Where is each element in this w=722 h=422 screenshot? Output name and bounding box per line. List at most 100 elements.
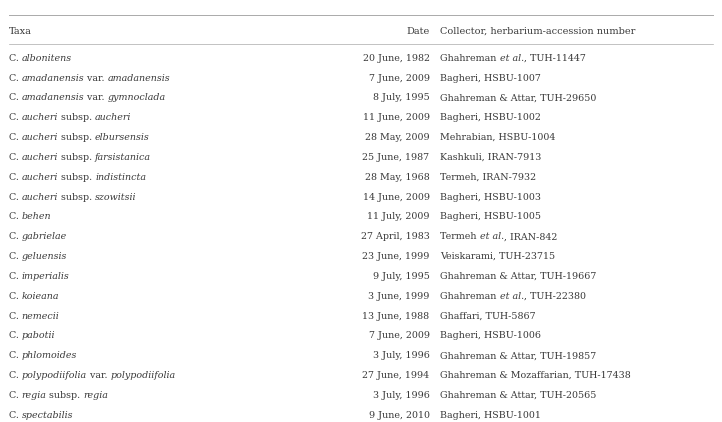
- Text: C.: C.: [9, 133, 22, 142]
- Text: Ghahreman & Attar, TUH-20565: Ghahreman & Attar, TUH-20565: [440, 391, 597, 400]
- Text: elbursensis: elbursensis: [95, 133, 149, 142]
- Text: amadanensis: amadanensis: [22, 93, 84, 103]
- Text: C.: C.: [9, 391, 22, 400]
- Text: aucheri: aucheri: [22, 192, 58, 202]
- Text: Bagheri, HSBU-1006: Bagheri, HSBU-1006: [440, 331, 542, 341]
- Text: 11 July, 2009: 11 July, 2009: [367, 212, 430, 222]
- Text: Kashkuli, IRAN-7913: Kashkuli, IRAN-7913: [440, 153, 542, 162]
- Text: 14 June, 2009: 14 June, 2009: [362, 192, 430, 202]
- Text: Termeh: Termeh: [440, 232, 480, 241]
- Text: Bagheri, HSBU-1002: Bagheri, HSBU-1002: [440, 113, 542, 122]
- Text: subsp.: subsp.: [58, 113, 95, 122]
- Text: Ghaffari, TUH-5867: Ghaffari, TUH-5867: [440, 311, 536, 321]
- Text: aucheri: aucheri: [95, 113, 131, 122]
- Text: aucheri: aucheri: [22, 153, 58, 162]
- Text: C.: C.: [9, 371, 22, 380]
- Text: C.: C.: [9, 331, 22, 341]
- Text: Ghahreman & Attar, TUH-19667: Ghahreman & Attar, TUH-19667: [440, 272, 597, 281]
- Text: 7 June, 2009: 7 June, 2009: [369, 331, 430, 341]
- Text: pabotii: pabotii: [22, 331, 55, 341]
- Text: aucheri: aucheri: [22, 113, 58, 122]
- Text: C.: C.: [9, 173, 22, 182]
- Text: subsp.: subsp.: [58, 133, 95, 142]
- Text: szowitsii: szowitsii: [95, 192, 136, 202]
- Text: 3 July, 1996: 3 July, 1996: [373, 391, 430, 400]
- Text: polypodiifolia: polypodiifolia: [110, 371, 175, 380]
- Text: Termeh, IRAN-7932: Termeh, IRAN-7932: [440, 173, 536, 182]
- Text: 27 June, 1994: 27 June, 1994: [362, 371, 430, 380]
- Text: 23 June, 1999: 23 June, 1999: [362, 252, 430, 261]
- Text: albonitens: albonitens: [22, 54, 71, 63]
- Text: C.: C.: [9, 93, 22, 103]
- Text: 13 June, 1988: 13 June, 1988: [362, 311, 430, 321]
- Text: Date: Date: [406, 27, 430, 36]
- Text: , TUH-11447: , TUH-11447: [524, 54, 586, 63]
- Text: et al.: et al.: [500, 54, 524, 63]
- Text: 9 June, 2010: 9 June, 2010: [369, 411, 430, 420]
- Text: Taxa: Taxa: [9, 27, 32, 36]
- Text: nemecii: nemecii: [22, 311, 59, 321]
- Text: , TUH-22380: , TUH-22380: [524, 292, 586, 301]
- Text: Bagheri, HSBU-1001: Bagheri, HSBU-1001: [440, 411, 542, 420]
- Text: C.: C.: [9, 153, 22, 162]
- Text: Veiskarami, TUH-23715: Veiskarami, TUH-23715: [440, 252, 555, 261]
- Text: , IRAN-842: , IRAN-842: [504, 232, 557, 241]
- Text: var.: var.: [84, 73, 108, 83]
- Text: Ghahreman & Attar, TUH-29650: Ghahreman & Attar, TUH-29650: [440, 93, 597, 103]
- Text: Bagheri, HSBU-1007: Bagheri, HSBU-1007: [440, 73, 542, 83]
- Text: Ghahreman & Mozaffarian, TUH-17438: Ghahreman & Mozaffarian, TUH-17438: [440, 371, 631, 380]
- Text: 8 July, 1995: 8 July, 1995: [373, 93, 430, 103]
- Text: Ghahreman: Ghahreman: [440, 292, 500, 301]
- Text: subsp.: subsp.: [46, 391, 84, 400]
- Text: aucheri: aucheri: [22, 173, 58, 182]
- Text: subsp.: subsp.: [58, 153, 95, 162]
- Text: C.: C.: [9, 73, 22, 83]
- Text: indistincta: indistincta: [95, 173, 146, 182]
- Text: Mehrabian, HSBU-1004: Mehrabian, HSBU-1004: [440, 133, 556, 142]
- Text: C.: C.: [9, 113, 22, 122]
- Text: C.: C.: [9, 232, 22, 241]
- Text: subsp.: subsp.: [58, 173, 95, 182]
- Text: koieana: koieana: [22, 292, 59, 301]
- Text: et al.: et al.: [480, 232, 504, 241]
- Text: farsistanica: farsistanica: [95, 153, 151, 162]
- Text: 27 April, 1983: 27 April, 1983: [361, 232, 430, 241]
- Text: spectabilis: spectabilis: [22, 411, 73, 420]
- Text: regia: regia: [22, 391, 46, 400]
- Text: gymnoclada: gymnoclada: [108, 93, 166, 103]
- Text: behen: behen: [22, 212, 51, 222]
- Text: C.: C.: [9, 252, 22, 261]
- Text: 25 June, 1987: 25 June, 1987: [362, 153, 430, 162]
- Text: aucheri: aucheri: [22, 133, 58, 142]
- Text: et al.: et al.: [500, 292, 524, 301]
- Text: var.: var.: [84, 93, 108, 103]
- Text: subsp.: subsp.: [58, 192, 95, 202]
- Text: C.: C.: [9, 54, 22, 63]
- Text: C.: C.: [9, 311, 22, 321]
- Text: C.: C.: [9, 292, 22, 301]
- Text: gabrielae: gabrielae: [22, 232, 67, 241]
- Text: 3 June, 1999: 3 June, 1999: [368, 292, 430, 301]
- Text: Bagheri, HSBU-1003: Bagheri, HSBU-1003: [440, 192, 542, 202]
- Text: amadanensis: amadanensis: [108, 73, 170, 83]
- Text: imperialis: imperialis: [22, 272, 69, 281]
- Text: 20 June, 1982: 20 June, 1982: [362, 54, 430, 63]
- Text: polypodiifolia: polypodiifolia: [22, 371, 87, 380]
- Text: 7 June, 2009: 7 June, 2009: [369, 73, 430, 83]
- Text: Bagheri, HSBU-1005: Bagheri, HSBU-1005: [440, 212, 542, 222]
- Text: var.: var.: [87, 371, 110, 380]
- Text: 28 May, 1968: 28 May, 1968: [365, 173, 430, 182]
- Text: 3 July, 1996: 3 July, 1996: [373, 351, 430, 360]
- Text: amadanensis: amadanensis: [22, 73, 84, 83]
- Text: Ghahreman & Attar, TUH-19857: Ghahreman & Attar, TUH-19857: [440, 351, 596, 360]
- Text: regia: regia: [84, 391, 108, 400]
- Text: geluensis: geluensis: [22, 252, 67, 261]
- Text: Ghahreman: Ghahreman: [440, 54, 500, 63]
- Text: Collector, herbarium-accession number: Collector, herbarium-accession number: [440, 27, 636, 36]
- Text: phlomoides: phlomoides: [22, 351, 77, 360]
- Text: C.: C.: [9, 411, 22, 420]
- Text: C.: C.: [9, 272, 22, 281]
- Text: C.: C.: [9, 212, 22, 222]
- Text: C.: C.: [9, 192, 22, 202]
- Text: C.: C.: [9, 351, 22, 360]
